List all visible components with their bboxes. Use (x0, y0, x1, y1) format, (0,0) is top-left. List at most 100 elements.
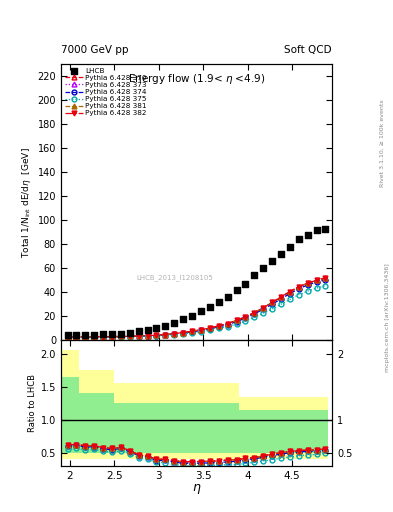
Pythia 6.428 374 (181, 330, 185, 336)
Pythia 6.428 373 (74, 334, 79, 340)
LHCB (313, 226, 320, 234)
LHCB (153, 324, 160, 332)
Pythia 6.428 374 (92, 334, 97, 340)
Pythia 6.428 375 (110, 334, 114, 340)
Pythia 6.428 381 (225, 321, 230, 327)
LHCB (233, 286, 240, 294)
Pythia 6.428 373 (136, 333, 141, 339)
Pythia 6.428 374 (279, 296, 283, 302)
LHCB (287, 243, 293, 251)
Pythia 6.428 375 (225, 324, 230, 330)
Pythia 6.428 381 (208, 325, 212, 331)
Pythia 6.428 374 (252, 311, 257, 317)
Pythia 6.428 370 (314, 277, 319, 283)
Pythia 6.428 382 (163, 331, 168, 337)
Pythia 6.428 374 (136, 333, 141, 339)
Pythia 6.428 374 (154, 332, 159, 338)
Pythia 6.428 370 (136, 333, 141, 339)
LHCB (145, 326, 151, 334)
Pythia 6.428 382 (172, 331, 176, 337)
Pythia 6.428 374 (314, 279, 319, 285)
Pythia 6.428 370 (65, 334, 70, 340)
Pythia 6.428 373 (110, 333, 114, 339)
LHCB (109, 330, 115, 338)
Pythia 6.428 373 (119, 333, 123, 339)
LHCB (260, 264, 266, 272)
Pythia 6.428 370 (92, 334, 97, 340)
Pythia 6.428 381 (270, 300, 274, 306)
Pythia 6.428 374 (119, 333, 123, 339)
LHCB (189, 312, 195, 320)
Pythia 6.428 375 (243, 318, 248, 324)
Pythia 6.428 373 (190, 328, 195, 334)
Pythia 6.428 382 (198, 327, 203, 333)
Pythia 6.428 375 (296, 292, 301, 298)
Pythia 6.428 373 (323, 275, 328, 281)
Pythia 6.428 370 (225, 321, 230, 327)
Pythia 6.428 375 (83, 334, 88, 340)
Pythia 6.428 375 (270, 306, 274, 312)
Text: Soft QCD: Soft QCD (285, 45, 332, 55)
Pythia 6.428 381 (119, 333, 123, 339)
Pythia 6.428 381 (252, 310, 257, 316)
Pythia 6.428 370 (279, 294, 283, 300)
Pythia 6.428 382 (145, 333, 150, 339)
Pythia 6.428 375 (119, 334, 123, 340)
Pythia 6.428 370 (163, 331, 168, 337)
Line: Pythia 6.428 382: Pythia 6.428 382 (65, 275, 328, 339)
Pythia 6.428 374 (172, 331, 176, 337)
Pythia 6.428 370 (127, 333, 132, 339)
Pythia 6.428 374 (163, 332, 168, 338)
Pythia 6.428 375 (190, 330, 195, 336)
Pythia 6.428 370 (110, 333, 114, 339)
LHCB (224, 293, 231, 301)
Pythia 6.428 382 (270, 300, 274, 306)
LHCB (242, 280, 248, 288)
Pythia 6.428 373 (243, 314, 248, 320)
Pythia 6.428 370 (323, 275, 328, 281)
Pythia 6.428 375 (252, 314, 257, 321)
LHCB (207, 303, 213, 311)
Pythia 6.428 375 (208, 327, 212, 333)
Pythia 6.428 370 (252, 310, 257, 316)
X-axis label: $\eta$: $\eta$ (192, 482, 201, 496)
Pythia 6.428 370 (288, 289, 292, 295)
Pythia 6.428 382 (208, 325, 212, 331)
Pythia 6.428 374 (225, 322, 230, 328)
Pythia 6.428 373 (127, 333, 132, 339)
Pythia 6.428 381 (136, 333, 141, 339)
LHCB (216, 298, 222, 306)
Pythia 6.428 381 (65, 334, 70, 340)
Legend: LHCB, Pythia 6.428 370, Pythia 6.428 373, Pythia 6.428 374, Pythia 6.428 375, Py: LHCB, Pythia 6.428 370, Pythia 6.428 373… (63, 66, 149, 118)
Pythia 6.428 375 (92, 334, 97, 340)
Pythia 6.428 373 (314, 277, 319, 283)
Pythia 6.428 374 (288, 291, 292, 297)
Pythia 6.428 374 (127, 333, 132, 339)
Text: LHCB_2013_I1208105: LHCB_2013_I1208105 (136, 274, 213, 281)
Pythia 6.428 382 (288, 289, 292, 295)
Pythia 6.428 373 (181, 329, 185, 335)
Pythia 6.428 382 (92, 334, 97, 340)
Pythia 6.428 382 (234, 317, 239, 324)
Pythia 6.428 373 (234, 317, 239, 324)
Pythia 6.428 381 (74, 334, 79, 340)
Line: Pythia 6.428 373: Pythia 6.428 373 (65, 275, 328, 339)
Pythia 6.428 375 (261, 310, 266, 316)
Pythia 6.428 373 (154, 332, 159, 338)
Pythia 6.428 382 (154, 332, 159, 338)
Text: mcplots.cern.ch [arXiv:1306.3436]: mcplots.cern.ch [arXiv:1306.3436] (385, 263, 389, 372)
Pythia 6.428 382 (190, 328, 195, 334)
LHCB (180, 314, 186, 323)
Pythia 6.428 375 (145, 333, 150, 339)
Line: Pythia 6.428 370: Pythia 6.428 370 (65, 275, 328, 339)
Pythia 6.428 375 (101, 334, 105, 340)
Pythia 6.428 375 (323, 283, 328, 289)
Pythia 6.428 370 (154, 332, 159, 338)
Pythia 6.428 370 (261, 305, 266, 311)
Pythia 6.428 381 (145, 333, 150, 339)
Pythia 6.428 373 (261, 305, 266, 311)
Pythia 6.428 370 (145, 333, 150, 339)
LHCB (136, 327, 142, 335)
Pythia 6.428 374 (83, 334, 88, 340)
LHCB (198, 307, 204, 315)
